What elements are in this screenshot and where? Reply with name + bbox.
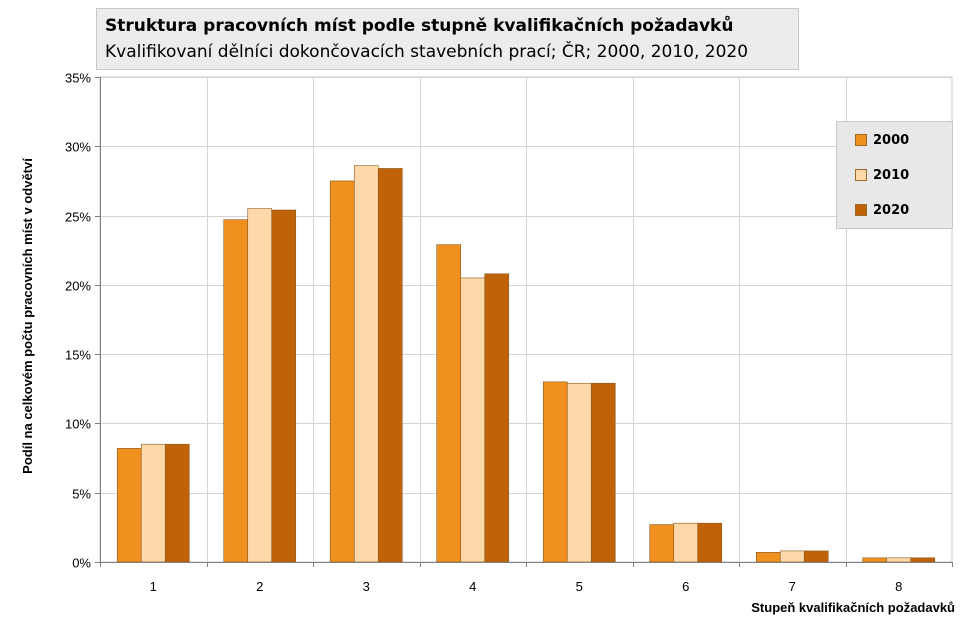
chart-subtitle: Kvalifikovaní dělníci dokončovacích stav… [105,42,749,62]
bar-2000-cat-8 [862,557,888,563]
x-tick-label: 1 [150,579,157,594]
y-tick-label: 0% [72,556,91,571]
bars [116,165,936,563]
bar-2020-cat-2 [271,209,297,563]
y-axis-label: Podíl na celkovém počtu pracovních míst … [20,158,35,474]
bar-2020-cat-7 [803,550,829,563]
bar-2010-cat-5 [566,382,592,563]
bar-2010-cat-1 [140,443,166,563]
x-tick-label: 3 [363,579,370,594]
bar-2000-cat-6 [649,524,675,563]
bar-2000-cat-4 [436,244,462,563]
bar-2000-cat-5 [542,381,568,563]
legend-label-2000: 2000 [873,132,910,148]
x-tick-label: 5 [576,579,583,594]
bar-2020-cat-5 [590,382,616,563]
legend-item-2000: 2000 [855,132,909,148]
bar-2020-cat-8 [910,557,936,563]
bar-2020-cat-1 [164,443,190,563]
bar-2010-cat-2 [247,208,273,563]
bar-2010-cat-3 [353,165,379,563]
bar-2020-cat-4 [484,273,510,563]
bar-2020-cat-3 [377,168,403,563]
chart-title-box: Struktura pracovních míst podle stupně k… [96,8,799,70]
x-axis-label: Stupeň kvalifikačních požadavků [751,600,955,615]
bar-2000-cat-1 [116,448,142,563]
x-tick-label: 4 [469,579,476,594]
x-tick-label: 6 [682,579,689,594]
bar-2010-cat-6 [673,522,699,563]
x-tick-label: 7 [789,579,796,594]
bar-2000-cat-2 [223,219,249,563]
y-tick-label: 15% [65,348,91,363]
x-tick-label: 8 [895,579,902,594]
legend-swatch-2000 [855,134,867,146]
x-tick-label: 2 [256,579,263,594]
y-tick-label: 30% [65,140,91,155]
legend-item-2020: 2020 [855,202,909,218]
axes: 0% 5% 10% 15% 20% 25% 30% 35% 1 2 3 4 5 6 7 8 [65,71,953,594]
bar-2020-cat-6 [697,522,723,563]
bar-2010-cat-4 [460,277,486,563]
legend-swatch-2020 [855,204,867,216]
y-tick-label: 5% [72,487,91,502]
bar-2000-cat-7 [755,551,781,563]
y-tick-label: 25% [65,210,91,225]
y-tick-label: 35% [65,71,91,86]
legend-label-2020: 2020 [873,202,910,218]
y-tick-label: 10% [65,417,91,432]
legend-item-2010: 2010 [855,167,909,183]
chart-title: Struktura pracovních míst podle stupně k… [105,16,734,36]
legend-label-2010: 2010 [873,167,910,183]
legend-swatch-2010 [855,169,867,181]
chart-legend: 2000 2010 2020 [836,121,953,229]
bar-2000-cat-3 [329,180,355,563]
bar-2010-cat-8 [886,557,912,563]
bar-2010-cat-7 [779,550,805,563]
y-tick-label: 20% [65,279,91,294]
